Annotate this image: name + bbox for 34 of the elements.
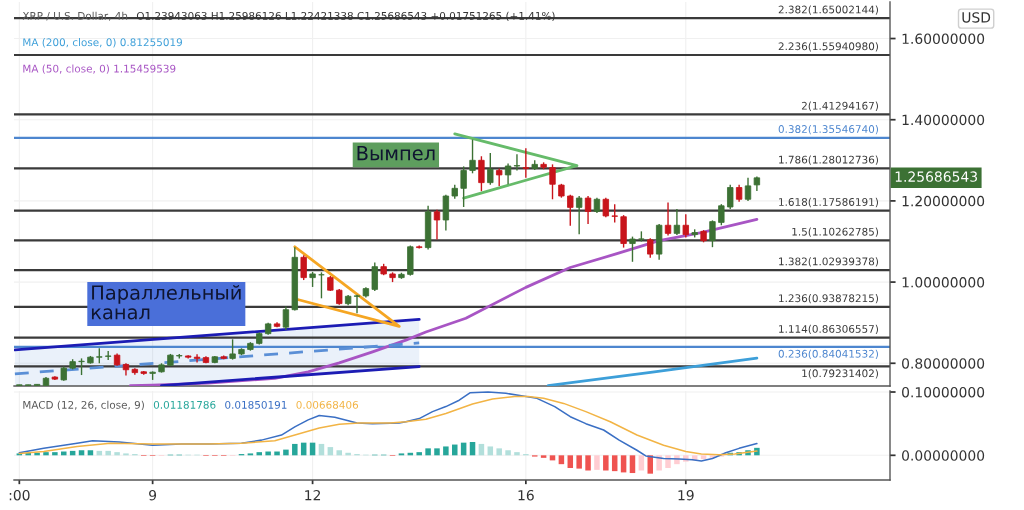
text: 1.25686543 bbox=[895, 171, 977, 182]
ref-line-label: 2.236(1.55940980) bbox=[778, 42, 878, 52]
annotation: Вымпел bbox=[357, 146, 435, 161]
x-tick-label: 9 bbox=[149, 489, 157, 501]
text: MA (200, close, 0) 0.81255019 bbox=[23, 38, 183, 48]
y-tick-label: 1.00000000 bbox=[902, 277, 985, 288]
y-tick-label: 1.60000000 bbox=[902, 33, 985, 45]
text: MA (50, close, 0) 1.15459539 bbox=[23, 64, 176, 74]
x-tick-label: :00 bbox=[9, 489, 30, 501]
y-tick-label: 1.40000000 bbox=[902, 114, 985, 126]
y-axis-title: USD bbox=[962, 12, 991, 23]
ref-line-label: 1.5(1.10262785) bbox=[792, 227, 878, 237]
ref-line-label: 1.114(0.86306557) bbox=[779, 324, 878, 335]
ref-line-label: 1.618(1.17586191) bbox=[779, 197, 878, 208]
series-label: 0.00668406 bbox=[296, 400, 359, 409]
ref-line-label: 1.786(1.28012736) bbox=[779, 155, 878, 165]
x-tick-label: 16 bbox=[518, 489, 534, 501]
y-tick-label: 0.10000000 bbox=[902, 386, 985, 398]
ref-line-label: 0.236(0.84041532) bbox=[778, 349, 878, 359]
annotation: Параллельный канал bbox=[91, 284, 241, 320]
x-tick-label: 19 bbox=[678, 489, 694, 501]
y-tick-label: 1.20000000 bbox=[902, 195, 985, 207]
text: MACD (12, 26, close, 9) bbox=[23, 400, 144, 411]
y-tick-label: 0.00000000 bbox=[902, 450, 985, 461]
series-label: 0.01850191 bbox=[225, 400, 287, 409]
x-tick-label: 12 bbox=[305, 489, 321, 501]
ref-line-label: 2(1.41294167) bbox=[801, 101, 878, 111]
ref-line-label: 0.382(1.35546740) bbox=[778, 124, 878, 135]
ref-line-label: 2.382(1.65002144) bbox=[778, 5, 878, 15]
y-tick-label: 0.80000000 bbox=[902, 358, 985, 369]
ref-line-label: 1(0.79231402) bbox=[802, 369, 878, 379]
text: 0.01181786 bbox=[153, 400, 216, 409]
ref-line-label: 1.382(1.02939378) bbox=[779, 257, 878, 267]
ref-line-label: 1.236(0.93878215) bbox=[779, 294, 878, 304]
